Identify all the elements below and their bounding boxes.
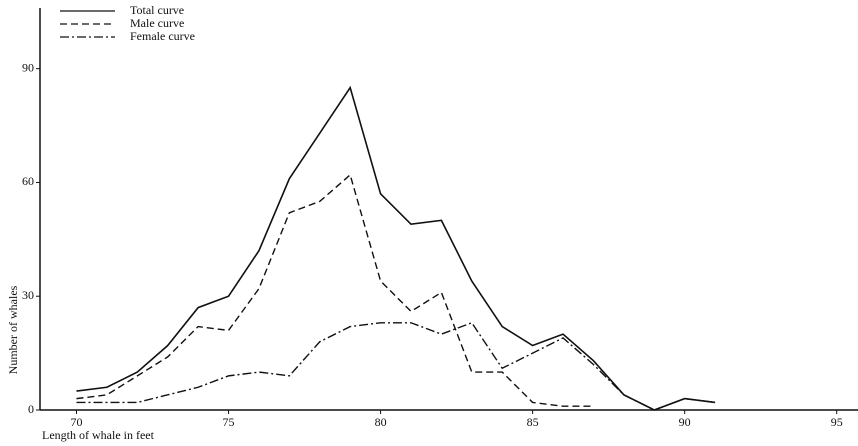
x-tick-label: 95 — [831, 415, 843, 429]
y-tick-label: 90 — [22, 60, 34, 74]
x-tick-label: 75 — [223, 415, 235, 429]
legend-label: Total curve — [130, 3, 184, 17]
legend-label: Female curve — [130, 29, 195, 43]
y-tick-label: 0 — [28, 402, 34, 416]
y-tick-label: 60 — [22, 174, 34, 188]
x-tick-label: 85 — [527, 415, 539, 429]
x-tick-label: 90 — [679, 415, 691, 429]
y-axis-label: Number of whales — [6, 285, 20, 374]
x-tick-label: 70 — [70, 415, 82, 429]
series-line — [76, 85, 716, 411]
y-tick-label: 30 — [22, 288, 34, 302]
x-axis-label: Length of whale in feet — [42, 428, 155, 442]
x-tick-label: 80 — [375, 415, 387, 429]
series-line — [76, 321, 716, 411]
series-line — [76, 173, 594, 407]
legend-label: Male curve — [130, 16, 184, 30]
